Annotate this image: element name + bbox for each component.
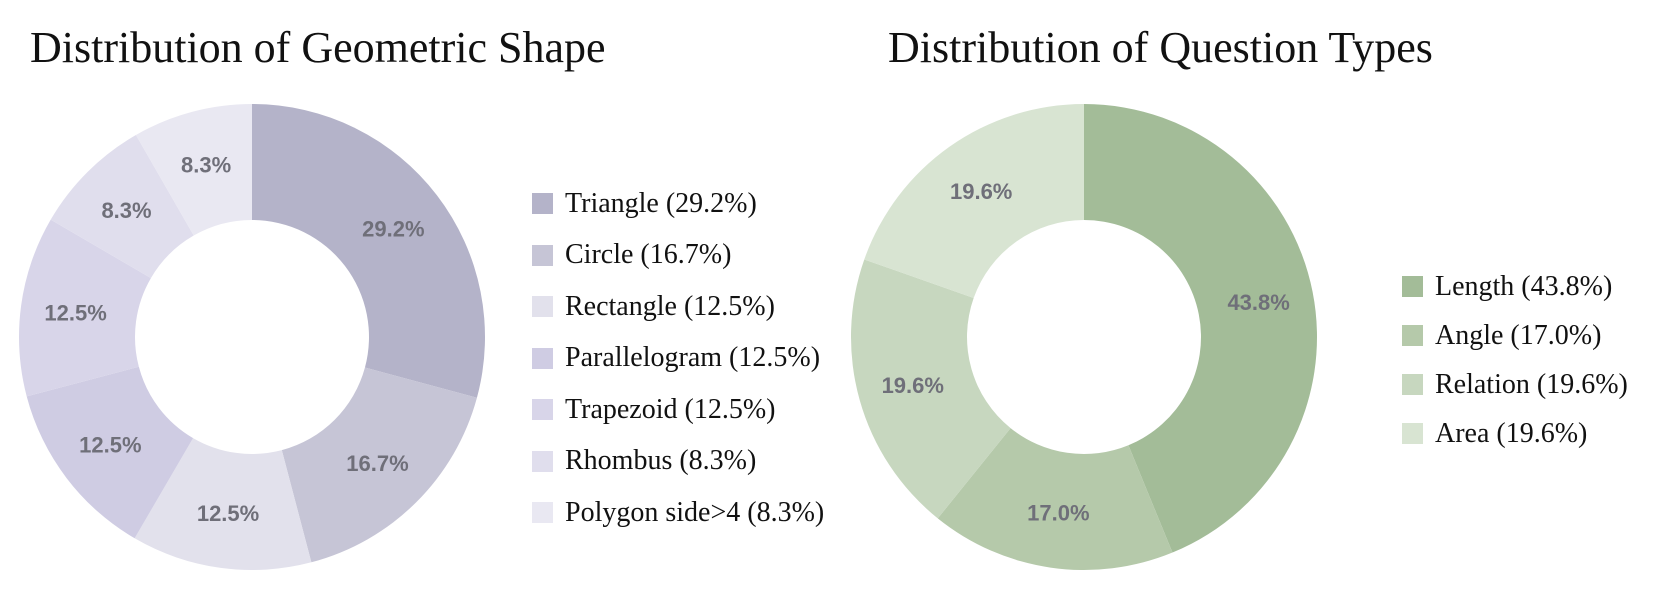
legend-item-trapezoid: Trapezoid (12.5%) <box>532 384 824 436</box>
legend-item-circle: Circle (16.7%) <box>532 230 824 282</box>
slice-label-parallelogram: 12.5% <box>79 432 141 457</box>
legend-swatch <box>1402 276 1423 297</box>
slice-label-area: 19.6% <box>950 179 1012 204</box>
legend-swatch <box>532 347 553 369</box>
slice-label-angle: 17.0% <box>1027 501 1089 526</box>
legend-swatch <box>1402 374 1423 395</box>
legend-item-relation: Relation (19.6%) <box>1402 360 1628 409</box>
legend-label: Triangle (29.2%) <box>565 187 757 219</box>
slice-polygon-side-4 <box>135 104 252 236</box>
chart-title-geometric-shape: Distribution of Geometric Shape <box>30 23 606 72</box>
slice-label-triangle: 29.2% <box>362 216 424 241</box>
slice-angle <box>937 428 1173 570</box>
legend-swatch <box>532 244 553 266</box>
legend-item-polygon-side-4: Polygon side>4 (8.3%) <box>532 487 824 539</box>
legend-geometric-shape: Triangle (29.2%) Circle (16.7%) Rectangle … <box>532 178 824 539</box>
legend-label: Trapezoid (12.5%) <box>565 393 776 425</box>
legend-question-types: Length (43.8%) Angle (17.0%) Relation (19.… <box>1402 262 1628 458</box>
legend-label: Polygon side>4 (8.3%) <box>565 496 825 528</box>
legend-swatch <box>532 502 553 524</box>
slice-label-length: 43.8% <box>1227 290 1289 315</box>
legend-label: Length (43.8%) <box>1435 270 1613 302</box>
slice-rectangle <box>134 438 312 571</box>
legend-item-angle: Angle (17.0%) <box>1402 311 1628 360</box>
legend-swatch <box>532 193 553 215</box>
legend-item-parallelogram: Parallelogram (12.5%) <box>532 333 824 385</box>
legend-swatch <box>532 296 553 318</box>
legend-swatch <box>1402 423 1423 444</box>
slice-label-trapezoid: 12.5% <box>44 301 106 326</box>
slice-rhombus <box>50 134 194 279</box>
legend-item-rectangle: Rectangle (12.5%) <box>532 281 824 333</box>
legend-item-length: Length (43.8%) <box>1402 262 1628 311</box>
legend-label: Area (19.6%) <box>1435 417 1588 449</box>
slice-label-circle: 16.7% <box>346 451 408 476</box>
slice-length <box>1084 104 1317 553</box>
legend-item-triangle: Triangle (29.2%) <box>532 178 824 230</box>
legend-swatch <box>1402 325 1423 346</box>
slice-circle <box>281 367 477 563</box>
legend-label: Rhombus (8.3%) <box>565 445 757 477</box>
legend-swatch <box>532 450 553 472</box>
legend-item-rhombus: Rhombus (8.3%) <box>532 436 824 488</box>
slice-trapezoid <box>19 219 151 397</box>
slice-label-rectangle: 12.5% <box>197 501 259 526</box>
legend-label: Rectangle (12.5%) <box>565 290 775 322</box>
slice-label-rhombus: 8.3% <box>101 198 151 223</box>
legend-swatch <box>532 399 553 421</box>
slice-label-relation: 19.6% <box>882 373 944 398</box>
donut-chart-geometric-shape: 29.2% 16.7% 12.5% 12.5% 12.5% 8.3% 8.3% <box>19 104 485 571</box>
slice-relation <box>850 259 1011 519</box>
slice-triangle <box>252 104 485 398</box>
legend-label: Relation (19.6%) <box>1435 368 1628 400</box>
legend-label: Parallelogram (12.5%) <box>565 342 821 374</box>
donut-chart-question-types: 43.8% 17.0% 19.6% 19.6% <box>850 104 1317 570</box>
legend-label: Angle (17.0%) <box>1435 319 1602 351</box>
slice-parallelogram <box>26 366 194 539</box>
slice-area <box>864 104 1084 299</box>
legend-label: Circle (16.7%) <box>565 239 732 271</box>
legend-item-area: Area (19.6%) <box>1402 409 1628 458</box>
slice-label-polygon-side-4: 8.3% <box>181 153 231 178</box>
chart-title-question-types: Distribution of Question Types <box>888 23 1433 72</box>
